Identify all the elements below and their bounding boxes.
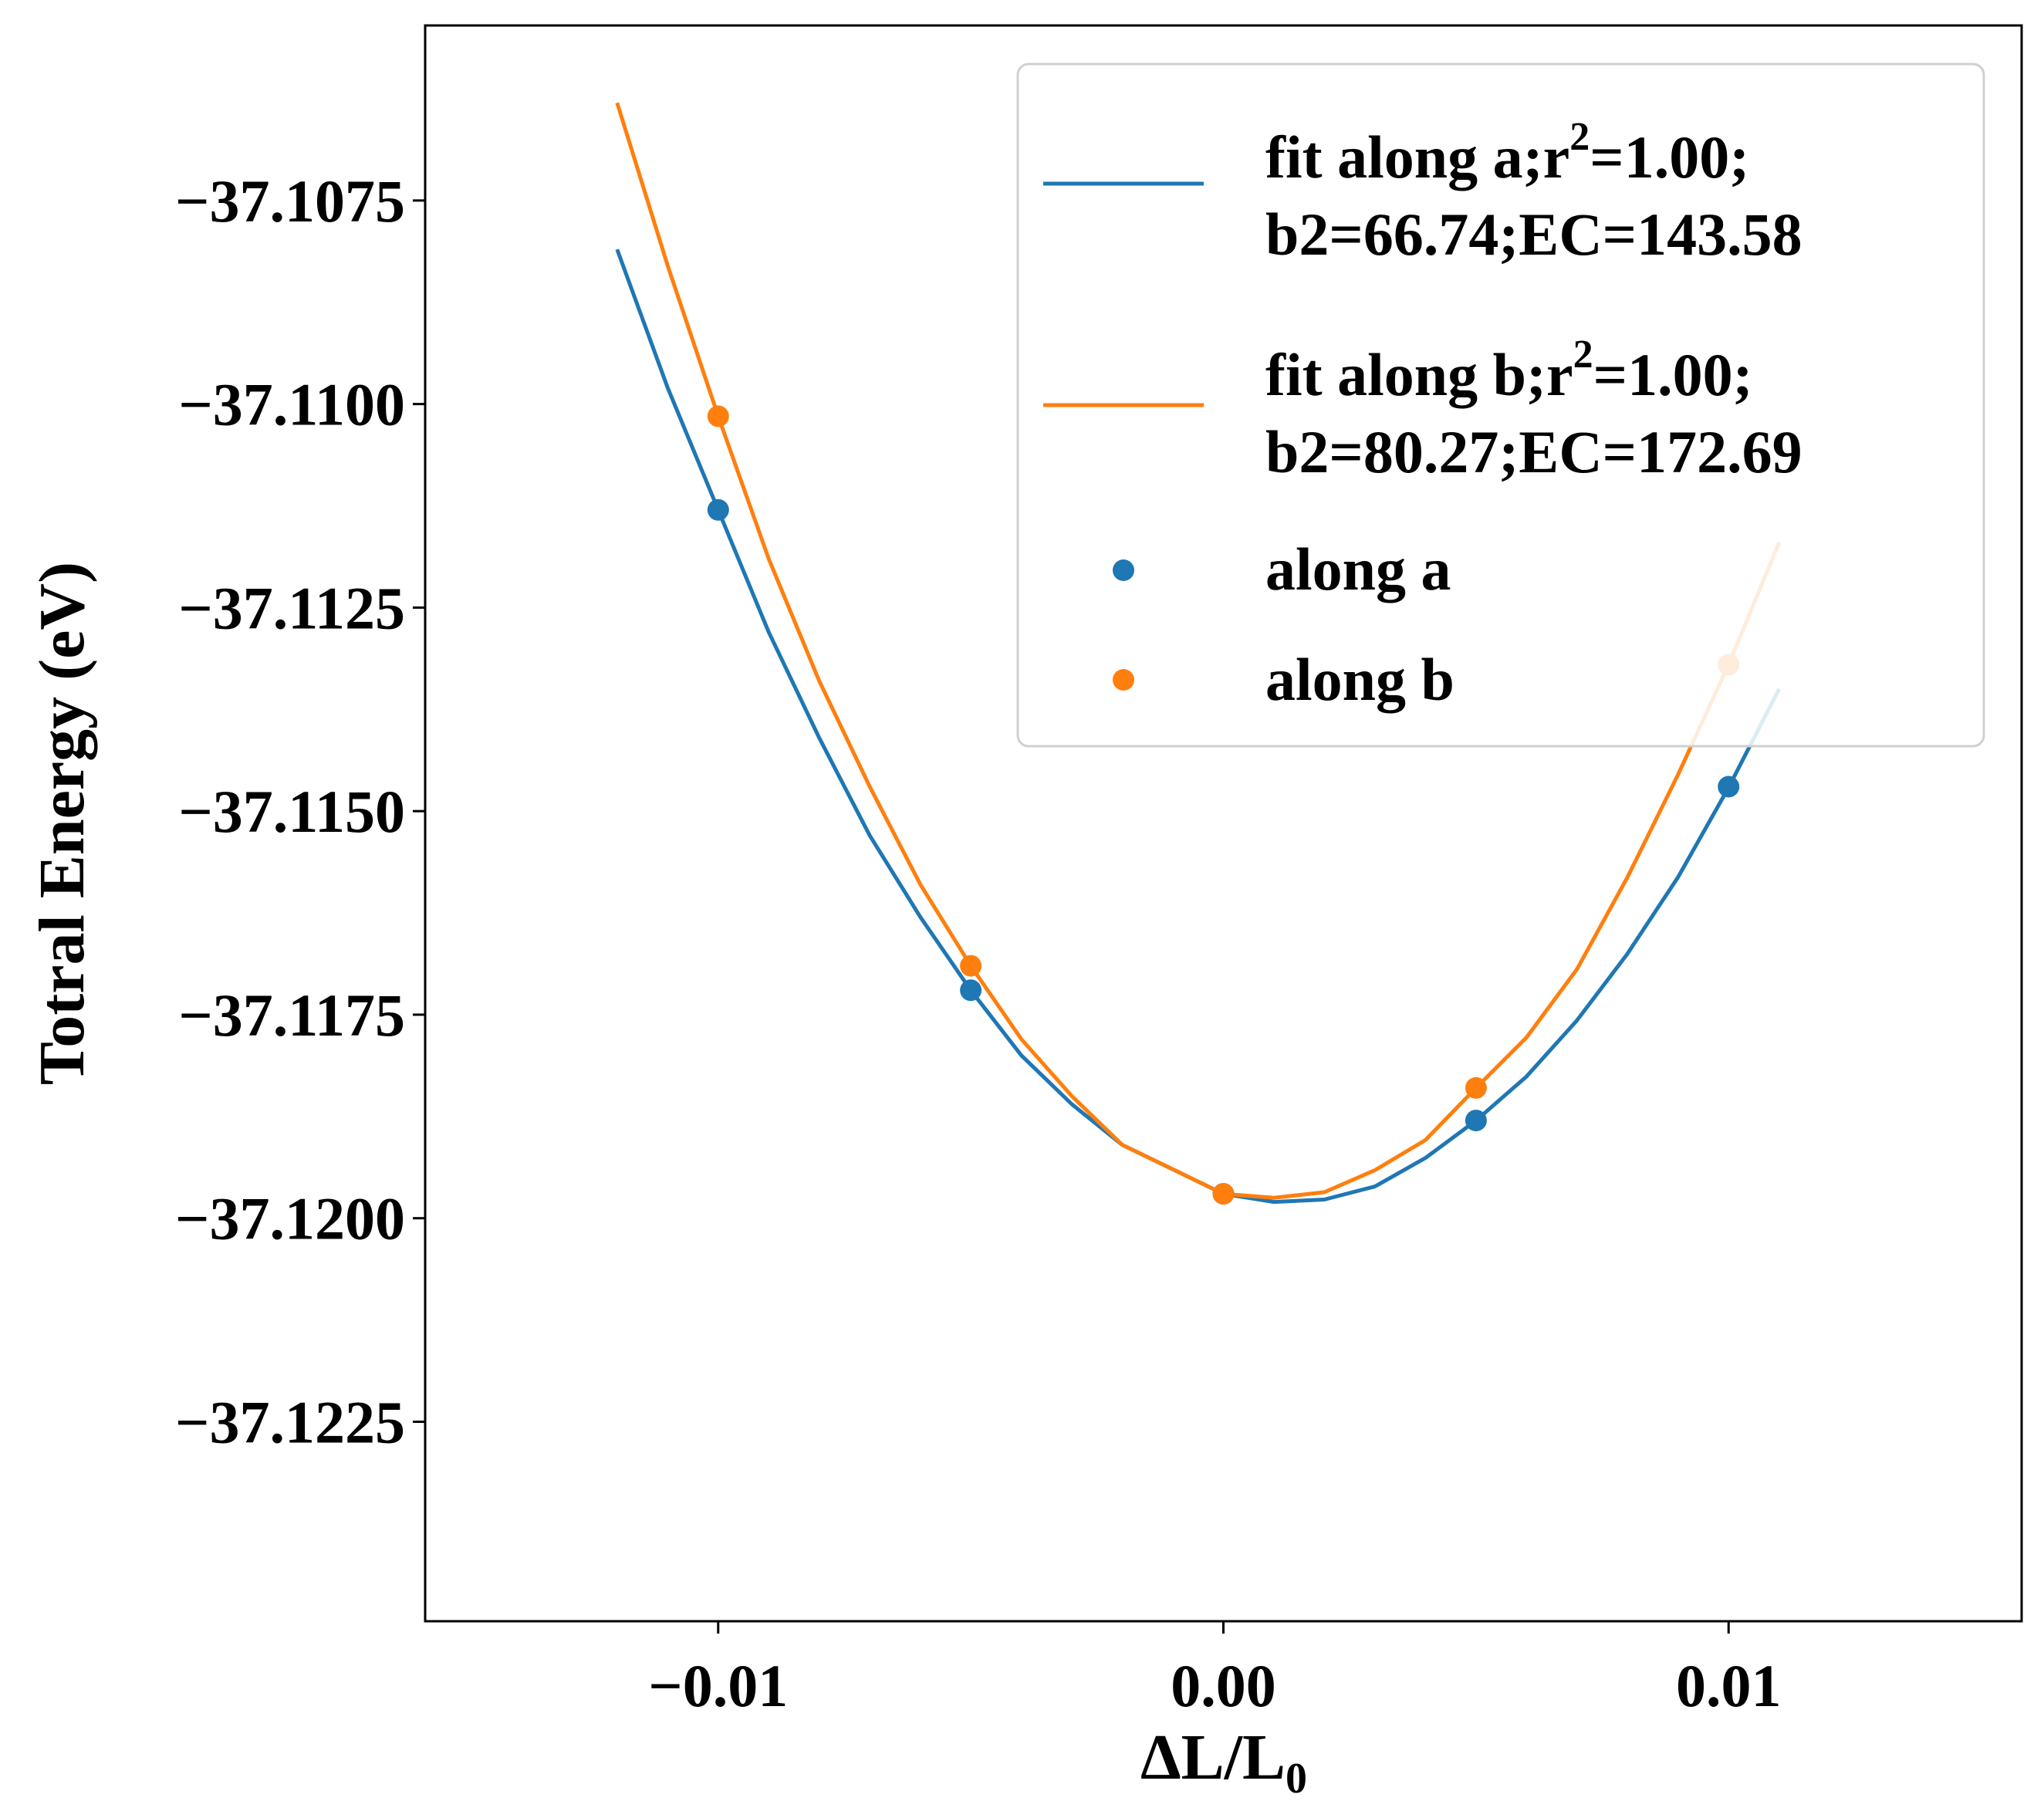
data-point-series-3 <box>707 405 729 427</box>
legend-marker-along-b <box>1113 669 1134 691</box>
data-point-series-2 <box>1718 776 1740 798</box>
data-point-series-3 <box>1465 1076 1487 1099</box>
data-point-series-3 <box>1212 1183 1235 1205</box>
legend-box <box>1016 63 1985 748</box>
y-axis-label: Totral Energy (eV) <box>26 562 98 1085</box>
legend-label-fit-a-line2: b2=66.74;EC=143.58 <box>1265 201 1802 268</box>
data-point-series-2 <box>707 498 729 521</box>
legend-label-along-a: along a <box>1265 536 1451 603</box>
y-tick-label: −37.1125 <box>178 574 405 641</box>
data-point-series-2 <box>960 979 982 1002</box>
data-point-series-3 <box>960 955 982 977</box>
legend: fit along a;r2=1.00; b2=66.74;EC=143.58 … <box>1016 63 1985 748</box>
fit-line-series-1 <box>615 102 1782 1200</box>
legend-marker-along-a <box>1113 559 1134 581</box>
y-tick-label: −37.1075 <box>175 167 405 235</box>
legend-label-fit-b-line1: fit along b;r2=1.00; <box>1265 333 1753 408</box>
legend-label-fit-a-line1: fit along a;r2=1.00; <box>1265 115 1749 191</box>
x-tick-label: 0.00 <box>1171 1652 1276 1719</box>
y-tick-label: −37.1175 <box>178 982 405 1049</box>
y-tick-label: −37.1225 <box>175 1389 405 1456</box>
data-point-series-2 <box>1465 1110 1487 1132</box>
y-tick-label: −37.1200 <box>175 1185 405 1252</box>
x-tick-label: −0.01 <box>648 1652 788 1719</box>
x-axis-label: ΔL/L0 <box>1140 1722 1307 1803</box>
y-tick-label: −37.1100 <box>178 371 405 438</box>
x-tick-label: 0.01 <box>1676 1652 1782 1719</box>
series-layer <box>615 102 1782 1205</box>
tick-layer: −0.01 0.00 0.01 −37.1075 −37.1100 −37.1125 −37… <box>175 167 1781 1719</box>
legend-label-fit-b-line2: b2=80.27;EC=172.69 <box>1265 418 1802 485</box>
y-tick-label: −37.1150 <box>178 778 405 845</box>
legend-label-along-b: along b <box>1265 646 1454 713</box>
